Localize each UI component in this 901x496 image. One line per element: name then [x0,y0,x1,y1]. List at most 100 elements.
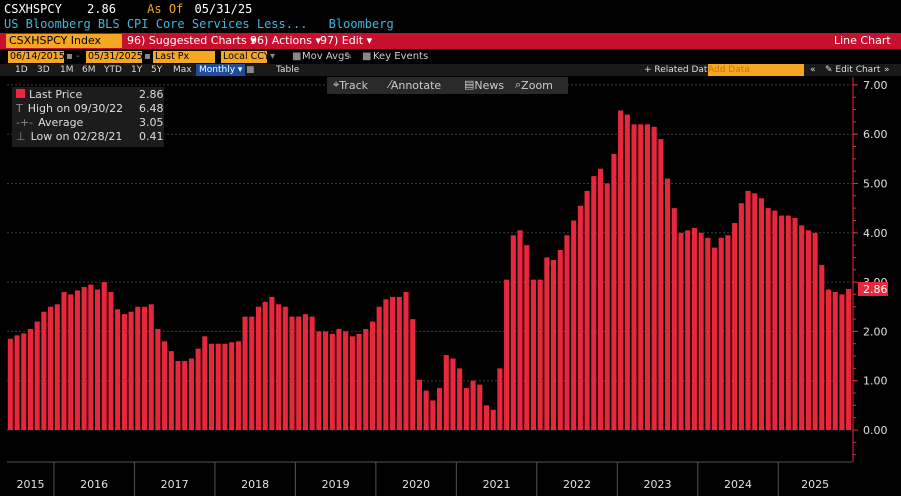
low-label: Low on 02/28/21 [30,130,123,143]
range-5y[interactable]: 5Y [151,65,163,75]
index-name-field[interactable]: CSXHSPCY Index [6,34,122,48]
bars [7,110,852,431]
bar [537,279,543,430]
related-data-button[interactable]: + Related Dat [644,65,708,75]
start-date-field[interactable]: 06/14/2015 [8,51,65,63]
bar [423,390,429,430]
zoom-label: Zoom [521,79,553,92]
bar [765,208,771,430]
range-1d[interactable]: 1D [15,65,28,75]
news-tool[interactable]: ▤ News [464,78,505,92]
bar [282,306,288,430]
bar [416,379,422,430]
bar [758,198,765,430]
end-date-field[interactable]: 05/31/2025 [86,51,143,63]
x-tick-label: 2023 [644,478,672,491]
mov-avgs-checkbox[interactable]: ■ [292,51,302,62]
chart-controls-row: 06/14/2015 ▪ - 05/31/2025 ▪ Last Px Loca… [0,50,901,64]
bar [363,328,369,430]
range-3d[interactable]: 3D [37,65,50,75]
bar [309,316,315,430]
bar [604,183,610,430]
bar [638,124,644,430]
bar [678,232,684,430]
expand-icon[interactable]: » [884,65,890,75]
bar [349,336,355,430]
y-tick-label: 4.00 [863,227,888,240]
edit-chart-button[interactable]: ✎ Edit Chart [825,65,881,75]
average-label: Average [38,116,84,129]
annotate-tool[interactable]: ⁄ Annotate [389,78,442,92]
bar [752,193,758,430]
range-1m[interactable]: 1M [60,65,74,75]
bar [135,306,141,430]
date-separator: ▪ - [66,51,80,62]
last-value-tag-label: 2.86 [863,283,888,296]
add-data-input[interactable]: Add Data [708,64,804,76]
bar [584,190,590,430]
bar [792,218,798,430]
table-checkbox[interactable]: ■ [246,65,255,75]
bar [470,380,476,430]
bar [7,338,13,430]
periodicity-select[interactable]: Monthly ▾ [196,64,246,76]
function-toolbar: CSXHSPCY Index 96) Suggested Charts ▾ 96… [0,33,901,49]
bar [376,306,382,430]
bar [356,333,362,430]
bar [148,304,154,430]
gridlines [7,84,852,431]
range-1y[interactable]: 1Y [131,65,143,75]
bar [779,215,785,430]
average-marker-icon: -+- [16,116,34,129]
chart-legend[interactable]: Last Price 2.86 T High on 09/30/22 6.48 -… [12,87,164,147]
actions-menu[interactable]: 96) Actions ▾ [250,34,321,47]
key-events-checkbox[interactable]: ■ [362,51,372,62]
bar [611,153,617,431]
legend-row-high: T High on 09/30/22 [16,102,123,115]
bar [504,279,510,430]
calendar-icon[interactable]: ▪ [144,51,151,62]
edit-chart-label: Edit Chart [835,65,881,75]
bar [846,289,852,430]
bar [631,124,637,430]
bar [738,203,744,430]
bar [437,388,443,430]
low-value: 0.41 [139,130,164,143]
zoom-tool[interactable]: ⌕ Zoom [515,78,553,92]
suggested-charts-menu[interactable]: 96) Suggested Charts ▾ [127,34,256,47]
bar [94,289,101,430]
range-max[interactable]: Max [173,65,192,75]
x-tick-label: 2018 [241,478,269,491]
x-tick-label: 2021 [483,478,511,491]
bar [530,279,536,430]
bar [255,306,262,430]
edit-menu[interactable]: 97) Edit ▾ [320,34,373,47]
bar [718,237,724,430]
bar [483,405,490,430]
bar [182,360,188,430]
range-ytd[interactable]: YTD [104,65,122,75]
y-tick-label: 1.00 [863,375,888,388]
bar [819,264,825,430]
bar [685,230,691,430]
last-price-label: Last Price [29,88,83,101]
low-marker-icon: ⊥ [16,130,26,143]
field-select[interactable]: Last Px [153,51,215,63]
table-label[interactable]: Table [276,65,300,75]
x-tick-label: 2015 [16,478,44,491]
bar [805,230,811,430]
pencil-icon[interactable]: ✎ [344,51,353,62]
bar [624,114,630,430]
bar [571,220,577,430]
range-6m[interactable]: 6M [82,65,96,75]
bar [168,351,174,430]
dropdown-chevron-icon[interactable]: ▾ [270,51,276,62]
chart-type-label[interactable]: Line Chart [834,34,891,47]
bar [825,289,832,430]
collapse-icon[interactable]: « [810,65,816,75]
currency-select[interactable]: Local CCY [221,51,270,63]
bar [68,294,74,430]
track-tool[interactable]: ⌖ Track [333,78,368,92]
bar [14,335,20,430]
